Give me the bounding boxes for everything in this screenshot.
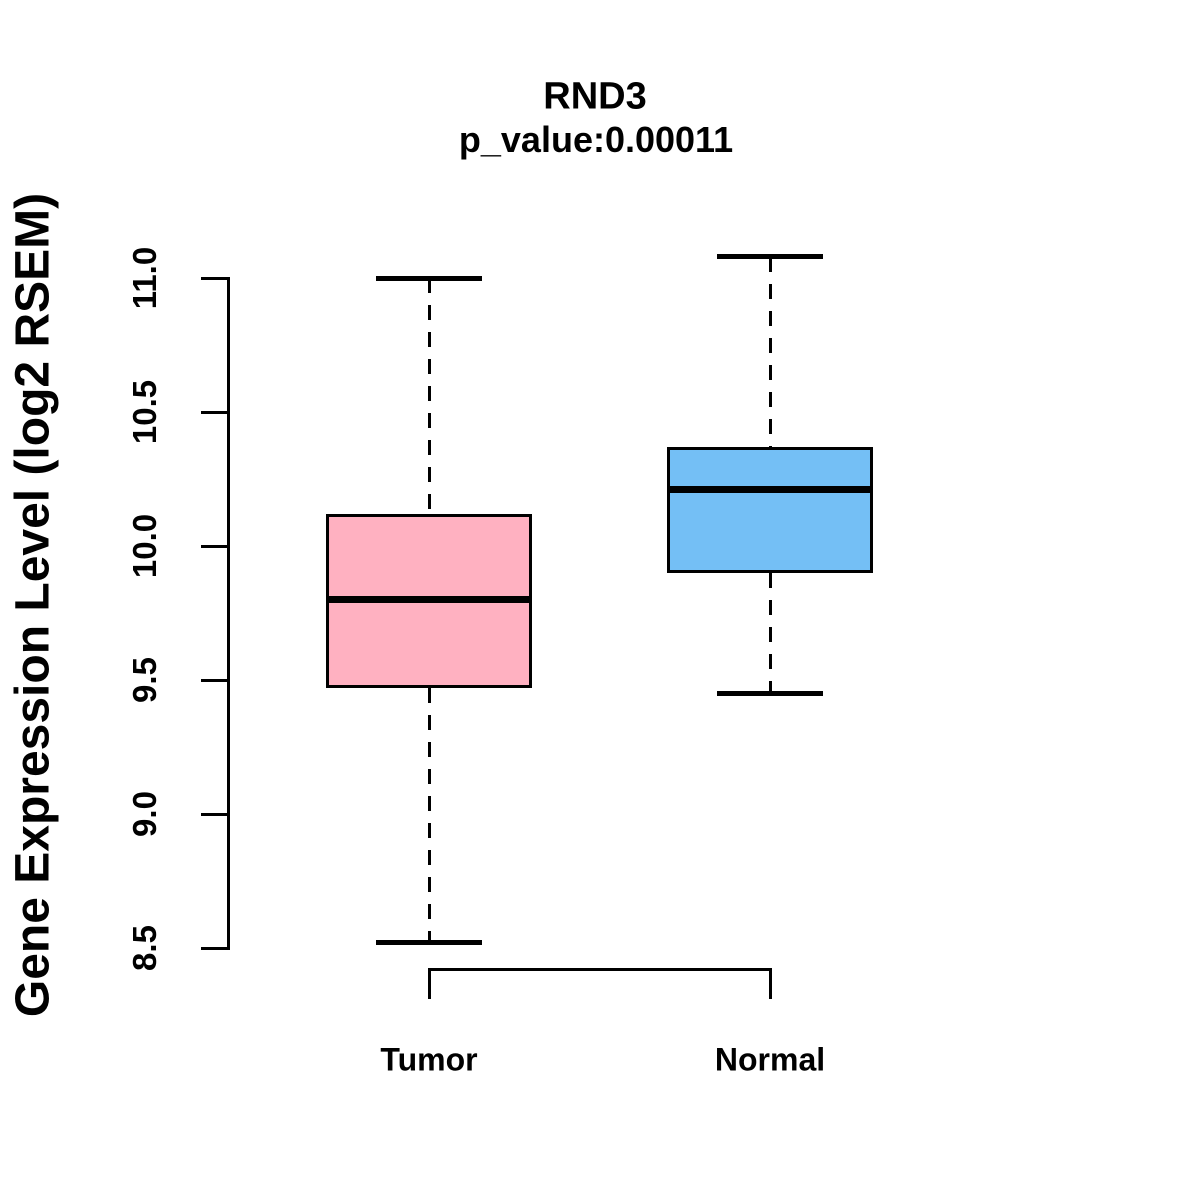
whisker-lower-cap-normal: [717, 690, 823, 696]
x-category-label-normal: Normal: [714, 1041, 826, 1078]
whisker-upper-line-tumor: [427, 278, 431, 514]
y-tick-mark: [201, 410, 230, 414]
chart-title: RND3: [543, 75, 647, 118]
whisker-upper-line-normal: [768, 256, 772, 447]
y-tick-label: 10.5: [126, 379, 163, 445]
y-axis-line: [227, 276, 230, 950]
boxplot-box-normal: [667, 446, 873, 573]
chart-subtitle: p_value:0.00011: [458, 119, 734, 160]
y-tick-label: 9.0: [126, 791, 163, 837]
y-tick-label: 9.5: [126, 657, 163, 703]
x-category-label-tumor: Tumor: [380, 1041, 478, 1078]
y-tick-label: 8.5: [126, 925, 163, 971]
y-tick-mark: [201, 678, 230, 682]
whisker-lower-cap-tumor: [376, 940, 482, 946]
median-line-tumor: [326, 596, 532, 604]
y-tick-label: 10.0: [126, 513, 163, 579]
y-tick-mark: [201, 544, 230, 548]
whisker-lower-line-tumor: [427, 688, 431, 943]
comparison-bracket-right: [768, 968, 772, 999]
y-tick-mark: [201, 276, 230, 280]
y-tick-mark: [201, 812, 230, 816]
comparison-bracket-top: [427, 968, 772, 971]
whisker-upper-cap-tumor: [376, 275, 482, 281]
whisker-lower-line-normal: [768, 572, 772, 694]
y-tick-label: 11.0: [126, 246, 163, 310]
median-line-normal: [667, 486, 873, 494]
y-tick-mark: [201, 946, 230, 950]
comparison-bracket-left: [427, 968, 431, 999]
whisker-upper-cap-normal: [717, 254, 823, 260]
